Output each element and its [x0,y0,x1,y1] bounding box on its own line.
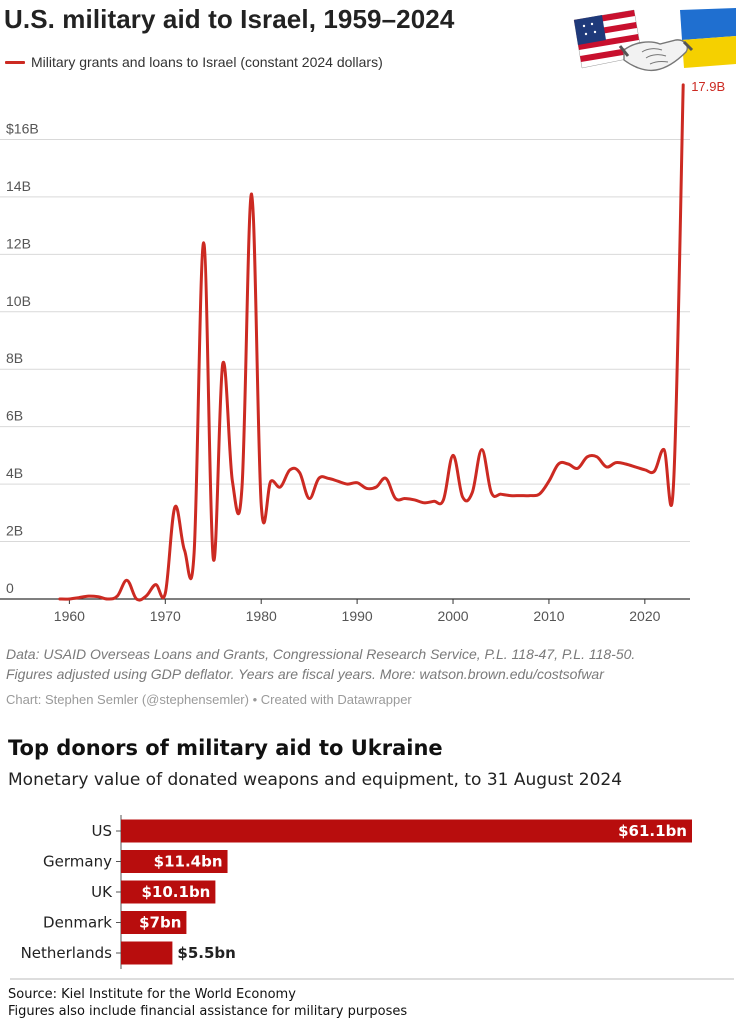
ukraine-flag-icon [680,8,736,68]
legend-label: Military grants and loans to Israel (con… [31,54,383,70]
bar-value-label: $10.1bn [142,883,211,901]
bar-value-label: $5.5bn [177,944,235,962]
bar-category-label: Germany [43,853,112,871]
x-tick-label: 2010 [533,608,564,624]
top-line-chart: 0 2B 4B 6B 8B 10B 12B 14B $16B 1960 1970 1980 1990 2… [0,79,725,624]
x-tick-label: 2020 [629,608,660,624]
y-tick-label: 14B [6,178,31,194]
bottom-chart-subtitle: Monetary value of donated weapons and eq… [8,770,623,790]
x-tick-label: 1990 [342,608,373,624]
bar-category-label: US [91,822,112,840]
handshake-icon [618,39,694,72]
bar [121,941,173,965]
bar-value-label: $61.1bn [618,822,687,840]
bottom-chart-footnote: Figures also include financial assistanc… [8,1004,408,1019]
top-chart-credit: Chart: Stephen Semler (@stephensemler) •… [6,692,412,707]
aid-line-series [58,83,685,602]
legend-swatch [5,60,25,64]
bottom-chart-bars: US $61.1bn Germany $11.4bn UK $10.1bn Denmark $… [21,819,692,965]
y-tick-label: 2B [6,523,23,539]
top-chart-source-line-2: Figures adjusted using GDP deflator. Yea… [6,666,604,682]
bar-category-label: Netherlands [21,944,113,962]
top-chart-y-axis: 0 2B 4B 6B 8B 10B 12B 14B $16B [6,120,39,596]
bar-category-label: UK [91,883,113,901]
end-value-label: 17.9B [691,79,725,94]
top-chart-title: U.S. military aid to Israel, 1959–2024 [4,4,455,34]
x-tick-label: 1960 [54,608,85,624]
y-tick-label: 8B [6,350,23,366]
top-chart-legend: Military grants and loans to Israel (con… [5,54,383,70]
x-tick-label: 1980 [246,608,277,624]
x-tick-label: 2000 [437,608,468,624]
bottom-chart-title: Top donors of military aid to Ukraine [8,736,443,760]
bar [121,880,216,904]
y-tick-label: 4B [6,465,23,481]
bottom-chart-source: Source: Kiel Institute for the World Eco… [8,987,296,1002]
y-tick-label: 6B [6,408,23,424]
handshake-flags-icon [573,8,736,72]
top-chart-series: 17.9B [58,79,725,602]
bar-value-label: $7bn [139,914,181,932]
bar-value-label: $11.4bn [154,853,223,871]
y-tick-label: 10B [6,293,31,309]
y-tick-label: $16B [6,120,39,136]
y-tick-label: 12B [6,235,31,251]
x-tick-label: 1970 [150,608,181,624]
bar-category-label: Denmark [43,914,112,932]
bar [121,819,692,843]
top-chart-x-axis: 1960 1970 1980 1990 2000 2010 2020 [54,599,661,624]
top-chart-source-line-1: Data: USAID Overseas Loans and Grants, C… [6,646,636,662]
y-tick-label: 0 [6,580,14,596]
bar [121,911,187,934]
bar [121,850,228,873]
